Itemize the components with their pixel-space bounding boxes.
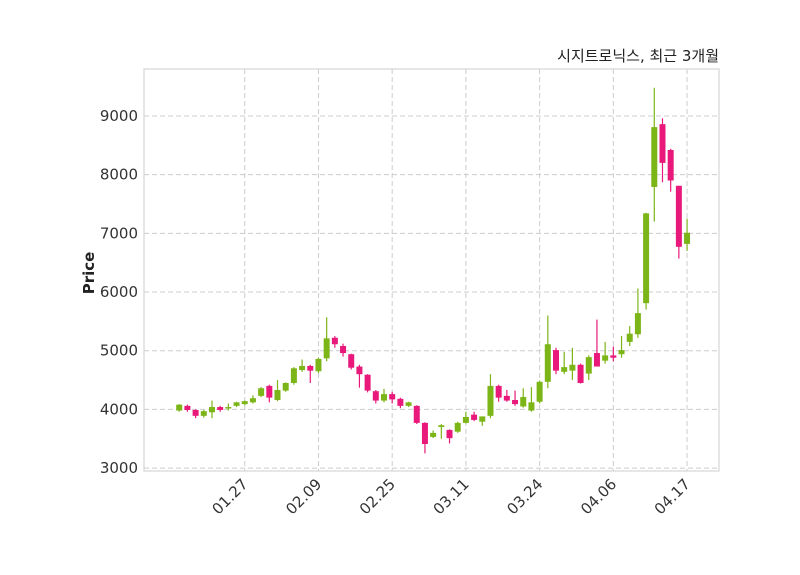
candle-up bbox=[438, 425, 445, 427]
x-tick-label: 04.06 bbox=[577, 475, 620, 518]
y-axis-label: Price bbox=[80, 252, 98, 295]
candle-down bbox=[397, 398, 404, 406]
candle-up bbox=[200, 411, 207, 416]
candle-up bbox=[536, 381, 543, 402]
candle-down bbox=[471, 414, 478, 420]
candle-up bbox=[299, 365, 306, 371]
candle-down bbox=[610, 355, 617, 358]
candle-down bbox=[372, 391, 379, 401]
y-tick-label: 9000 bbox=[100, 107, 138, 125]
x-tick-label: 02.25 bbox=[356, 475, 399, 518]
candle-down bbox=[503, 395, 510, 401]
candle-up bbox=[626, 333, 633, 342]
plot-frame bbox=[143, 68, 720, 472]
candle-down bbox=[217, 407, 224, 410]
grid bbox=[144, 69, 719, 471]
candle-up bbox=[430, 432, 437, 437]
candle-down bbox=[577, 364, 584, 383]
candle-up bbox=[479, 416, 486, 422]
candle-up bbox=[282, 382, 289, 391]
x-tick-label: 03.24 bbox=[503, 475, 546, 518]
candle-down bbox=[667, 149, 674, 181]
x-tick-label: 01.27 bbox=[208, 475, 251, 518]
candle-up bbox=[323, 338, 330, 359]
candle-up bbox=[643, 213, 650, 304]
x-tick-label: 03.11 bbox=[430, 475, 473, 518]
candle-down bbox=[340, 345, 347, 354]
candle-up bbox=[258, 388, 265, 396]
candles bbox=[176, 87, 691, 454]
candle-up bbox=[520, 397, 527, 407]
candle-down bbox=[331, 337, 338, 345]
candle-up bbox=[380, 394, 387, 401]
x-tick-label: 02.09 bbox=[282, 475, 325, 518]
candle-up bbox=[315, 358, 322, 372]
candle-up bbox=[544, 344, 551, 382]
chart-title: 시지트로닉스, 최근 3개월 bbox=[557, 47, 719, 65]
y-tick-label: 6000 bbox=[100, 283, 138, 301]
candle-up bbox=[528, 402, 535, 411]
candle-down bbox=[184, 405, 191, 410]
candle-down bbox=[413, 405, 420, 423]
candle-up bbox=[684, 232, 691, 244]
y-tick-label: 7000 bbox=[100, 224, 138, 242]
y-tick-label: 3000 bbox=[100, 459, 138, 477]
y-axis: 3000 4000 5000 6000 7000 8000 9000 bbox=[100, 107, 138, 477]
candle-up bbox=[634, 313, 641, 335]
candle-down bbox=[553, 350, 560, 371]
y-tick-label: 4000 bbox=[100, 400, 138, 418]
candle-down bbox=[307, 365, 314, 371]
candle-down bbox=[446, 429, 453, 439]
candle-down bbox=[593, 353, 600, 367]
candle-down bbox=[364, 374, 371, 391]
candle-up bbox=[290, 368, 297, 383]
candle-up bbox=[454, 422, 461, 432]
candle-up bbox=[405, 402, 412, 406]
candle-down bbox=[348, 354, 355, 368]
candle-up bbox=[208, 407, 215, 413]
candle-up bbox=[585, 357, 592, 374]
candle-down bbox=[659, 124, 666, 163]
candle-up bbox=[233, 402, 240, 406]
candle-up bbox=[602, 355, 609, 361]
candle-down bbox=[512, 399, 519, 405]
candle-up bbox=[618, 350, 625, 355]
candle-down bbox=[675, 185, 682, 247]
candle-down bbox=[266, 385, 273, 398]
x-axis: 01.27 02.09 02.25 03.11 03.24 04.06 04.17 bbox=[208, 475, 693, 518]
candle-up bbox=[249, 398, 256, 403]
candle-down bbox=[192, 409, 199, 416]
candle-up bbox=[487, 385, 494, 416]
candle-down bbox=[389, 394, 396, 400]
candle-up bbox=[462, 417, 469, 423]
candle-up bbox=[561, 367, 568, 372]
x-tick-label: 04.17 bbox=[651, 475, 694, 518]
candle-down bbox=[421, 422, 428, 445]
y-tick-label: 8000 bbox=[100, 166, 138, 184]
candle-down bbox=[356, 366, 363, 375]
candle-up bbox=[176, 404, 183, 411]
candle-up bbox=[651, 127, 658, 187]
candle-down bbox=[495, 385, 502, 398]
candle-up bbox=[569, 364, 576, 371]
candle-up bbox=[274, 390, 281, 400]
candle-up bbox=[225, 407, 232, 409]
candle-up bbox=[241, 401, 248, 405]
y-tick-label: 5000 bbox=[100, 342, 138, 360]
